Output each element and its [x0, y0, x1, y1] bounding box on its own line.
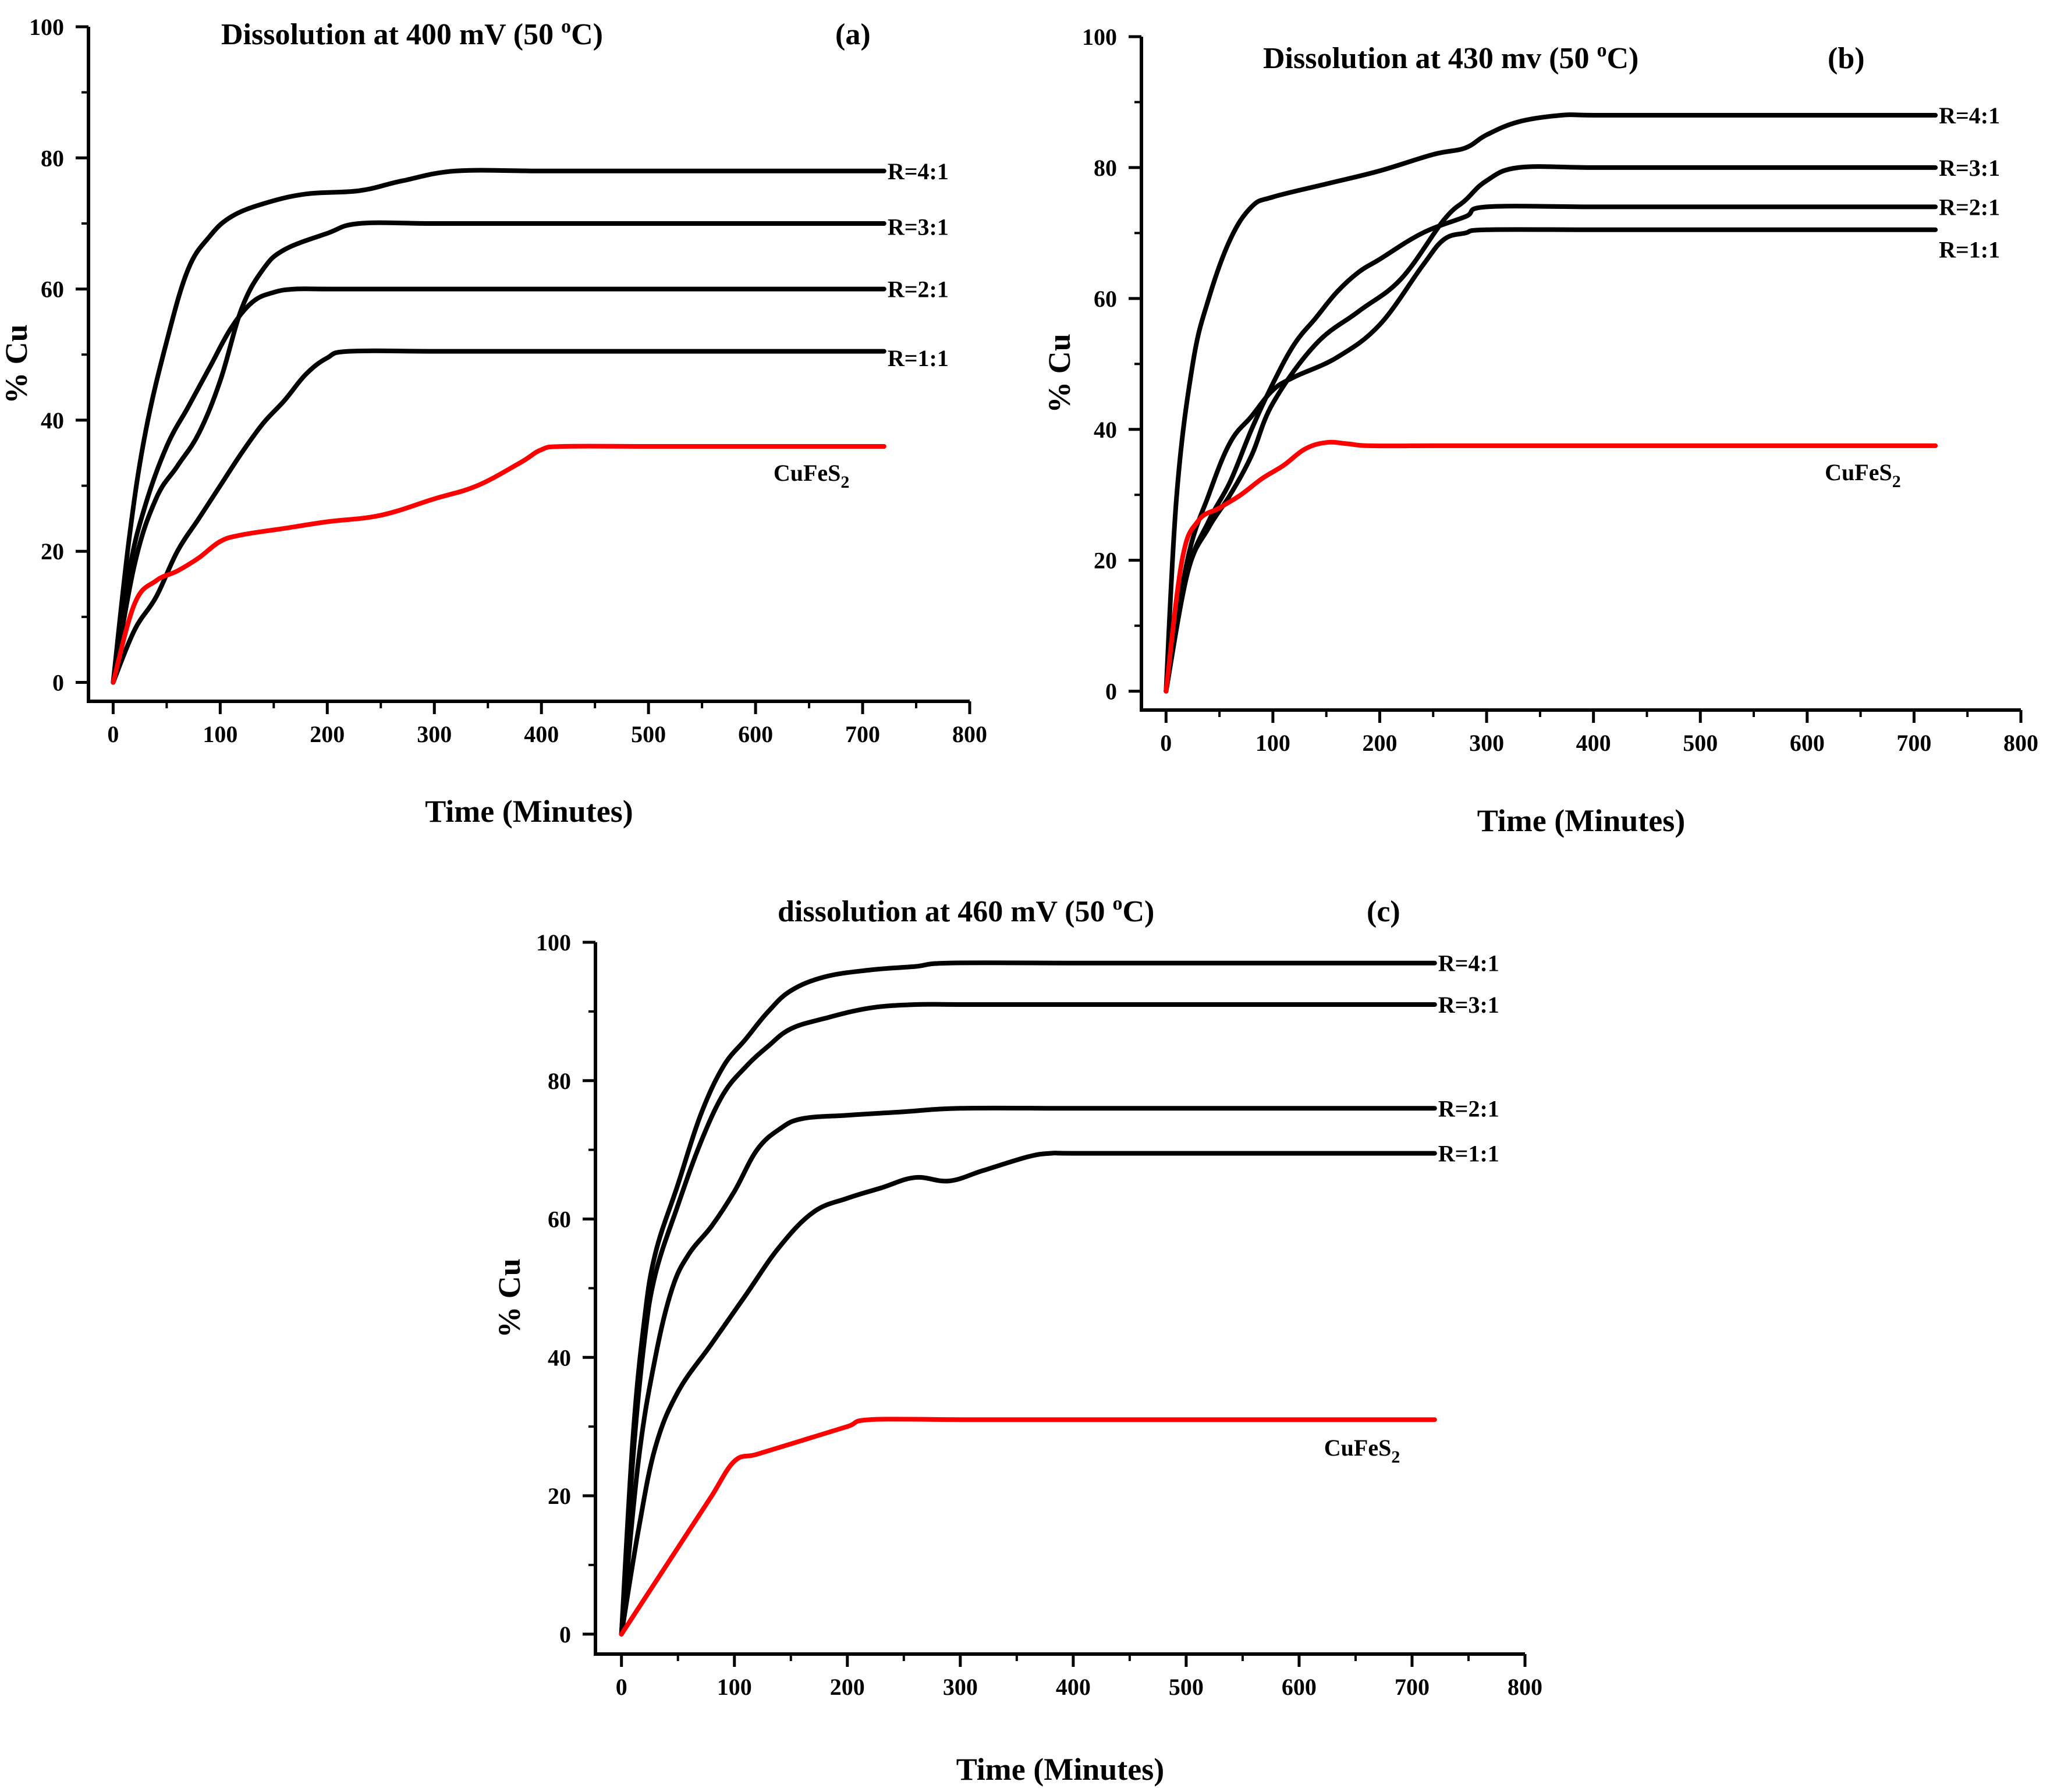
panel-b-panel-label: (b)	[1828, 42, 1865, 75]
panel-b-x-tick-label: 100	[1255, 730, 1290, 756]
panel-a-series-label: R=2:1	[888, 276, 949, 303]
panel-a-panel-label: (a)	[835, 18, 871, 51]
panel-b-y-tick-label: 20	[1094, 548, 1117, 574]
panel-a-series-label: R=4:1	[888, 158, 949, 184]
panel-b-series-label: R=1:1	[1939, 236, 2000, 262]
panel-b-y-tick-label: 80	[1094, 155, 1117, 181]
panel-b-series-r-2-1	[1164, 204, 1938, 694]
panel-a-y-axis-title: % Cu	[0, 324, 34, 404]
panel-a-series-r-4-1	[111, 168, 886, 685]
panel-c-panel-label: (c)	[1367, 895, 1400, 928]
panel-b-series-label: R=2:1	[1939, 194, 2000, 220]
panel-c-series-label: R=2:1	[1438, 1095, 1499, 1122]
panel-b-title: Dissolution at 430 mv (50 oC)	[1263, 40, 1638, 75]
panel-a-x-tick-label: 200	[310, 721, 345, 747]
panel-a-series-label: R=3:1	[888, 214, 949, 240]
panel-a-series-label: CuFeS2	[774, 460, 850, 492]
panel-c-y-axis-title: % Cu	[492, 1258, 527, 1338]
panel-a-series-r-2-1	[111, 286, 886, 685]
panel-c-series-r-2-1	[619, 1105, 1437, 1637]
panel-c-series-r-3-1	[619, 1002, 1437, 1637]
panel-a: 0 100 200 300 400 500 600 700 800 0 20 40 60 80 100 Tim…	[0, 14, 987, 829]
panel-a-x-axis-title: Time (Minutes)	[425, 794, 633, 829]
panel-c-y-tick-label: 0	[559, 1621, 571, 1648]
panel-a-x-tick-label: 100	[203, 721, 237, 747]
panel-c-x-tick-label: 200	[830, 1674, 865, 1700]
panel-c-x-tick-label: 100	[717, 1674, 752, 1700]
panel-b-x-tick-label: 500	[1683, 730, 1718, 756]
panel-a-series-r-1-1	[111, 348, 886, 685]
panel-b-x-tick-label: 200	[1362, 730, 1397, 756]
panel-b-y-tick-label: 60	[1094, 286, 1117, 312]
panel-b-x-tick-label: 800	[2003, 730, 2038, 756]
panel-c-series-label: R=1:1	[1438, 1141, 1499, 1167]
panel-a-y-tick-label: 80	[41, 145, 64, 171]
panel-b-series-r-1-1	[1164, 227, 1938, 694]
panel-c-y-tick-label: 60	[548, 1207, 571, 1233]
panel-c-x-tick-label: 800	[1508, 1674, 1542, 1700]
panel-a-x-tick-label: 700	[845, 721, 880, 747]
panel-b-y-axis-title: % Cu	[1042, 333, 1077, 413]
panel-c-series-label: R=3:1	[1438, 992, 1499, 1018]
panel-c: 0 100 200 300 400 500 600 700 800 0 20 40 60 80 100 Tim…	[492, 893, 1542, 1787]
panel-a-x-tick-label: 800	[952, 721, 987, 747]
panel-c-series-r-4-1	[619, 960, 1437, 1637]
panel-c-y-tick-label: 20	[548, 1483, 571, 1509]
panel-b-series-r-3-1	[1164, 164, 1938, 694]
panel-b-series-label: R=3:1	[1939, 155, 2000, 181]
panel-a-x-tick-label: 400	[524, 721, 559, 747]
panel-b-y-tick-label: 0	[1105, 679, 1117, 705]
panel-b: 0 100 200 300 400 500 600 700 800 0 20 40 60 80 100 Tim…	[1042, 24, 2038, 838]
panel-b-y-tick-label: 40	[1094, 417, 1117, 443]
panel-c-x-tick-label: 400	[1056, 1674, 1091, 1700]
panel-a-x-tick-label: 500	[631, 721, 666, 747]
panel-a-y-tick-label: 40	[41, 407, 64, 434]
panel-b-x-tick-label: 400	[1576, 730, 1611, 756]
panel-b-series-r-4-1	[1164, 112, 1938, 694]
panel-b-x-tick-label: 300	[1469, 730, 1504, 756]
panel-c-series-label: CuFeS2	[1324, 1435, 1400, 1467]
panel-a-x-tick-label: 600	[738, 721, 773, 747]
panel-c-x-tick-label: 500	[1169, 1674, 1204, 1700]
panel-b-x-tick-label: 700	[1896, 730, 1931, 756]
panel-a-series-r-3-1	[111, 220, 886, 685]
panel-c-title: dissolution at 460 mV (50 oC)	[778, 893, 1154, 928]
panel-c-x-axis-title: Time (Minutes)	[956, 1752, 1164, 1787]
panel-c-x-tick-label: 300	[943, 1674, 978, 1700]
panel-b-x-tick-label: 0	[1160, 730, 1172, 756]
panel-b-series-label: CuFeS2	[1825, 459, 1901, 491]
panel-a-title: Dissolution at 400 mV (50 oC)	[221, 16, 603, 51]
panel-b-x-tick-label: 600	[1790, 730, 1825, 756]
panel-a-y-tick-label: 0	[52, 670, 64, 696]
panel-b-y-tick-label: 100	[1082, 24, 1117, 50]
panel-a-y-tick-label: 20	[41, 538, 64, 565]
panel-a-series-cufes2	[111, 443, 886, 685]
panel-a-x-tick-label: 0	[107, 721, 119, 747]
panel-a-y-tick-label: 100	[29, 14, 64, 40]
panel-b-series-label: R=4:1	[1939, 102, 2000, 129]
panel-c-series-r-1-1	[619, 1151, 1437, 1637]
panel-c-y-tick-label: 40	[548, 1344, 571, 1371]
panel-c-y-tick-label: 80	[548, 1068, 571, 1094]
panel-c-x-tick-label: 700	[1395, 1674, 1430, 1700]
panel-a-y-tick-label: 60	[41, 276, 64, 303]
panel-b-series-cufes2	[1164, 439, 1938, 694]
panel-c-series-label: R=4:1	[1438, 950, 1499, 977]
panel-c-x-tick-label: 0	[616, 1674, 627, 1700]
panel-c-y-tick-label: 100	[536, 929, 571, 956]
panel-a-series-label: R=1:1	[888, 345, 949, 371]
panel-c-series-cufes2	[619, 1417, 1437, 1637]
panel-a-x-tick-label: 300	[417, 721, 452, 747]
panel-b-x-axis-title: Time (Minutes)	[1477, 803, 1685, 838]
panel-c-x-tick-label: 600	[1282, 1674, 1317, 1700]
